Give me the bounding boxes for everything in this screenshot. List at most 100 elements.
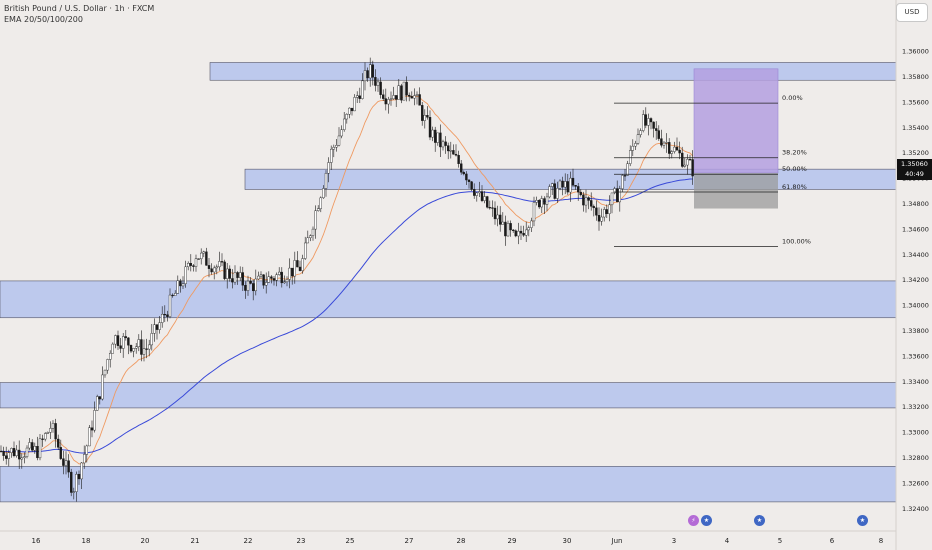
price-tick-label: 1.33200 <box>902 403 929 411</box>
time-axis[interactable]: 16 18 20 21 22 23 25 27 28 29 30 Jun 3 4 5 6 8 <box>32 537 884 545</box>
candle-body <box>688 159 692 161</box>
candle-body <box>569 177 572 193</box>
candle-body <box>387 99 390 105</box>
candle-body <box>285 279 289 283</box>
candle-body <box>366 70 369 79</box>
fib-level-label: 61.80% <box>782 183 807 191</box>
candle-body <box>124 336 128 339</box>
candle-body <box>184 266 187 284</box>
candle-body <box>428 117 432 138</box>
candle-body <box>613 188 616 194</box>
candle-body <box>566 181 569 193</box>
candle-body <box>616 188 619 203</box>
candle-body <box>72 491 76 493</box>
candle-body <box>257 275 260 280</box>
candle-body <box>517 230 520 237</box>
candle-body <box>402 81 406 101</box>
candle-body <box>262 274 265 286</box>
candle-body <box>228 268 232 279</box>
time-tick-label: 20 <box>141 537 150 545</box>
candle-body <box>556 188 559 199</box>
candle-body <box>236 272 239 278</box>
last-price-tag: 1.35060 40:49 <box>897 159 932 180</box>
candle-body <box>361 80 364 99</box>
candle-body <box>356 95 359 98</box>
candle-body <box>106 359 109 371</box>
candle-body <box>194 258 198 267</box>
candle-body <box>408 94 411 97</box>
candle-body <box>179 280 182 287</box>
candle-body <box>475 192 478 196</box>
candle-body <box>330 148 333 163</box>
candle-body <box>20 457 23 460</box>
candle-body <box>470 181 473 190</box>
candle-body <box>579 191 582 196</box>
candle-body <box>278 271 281 275</box>
currency-button[interactable]: USD <box>896 3 928 22</box>
candle-body <box>291 267 294 277</box>
flash-event-icon[interactable]: ⚡ <box>688 515 699 526</box>
candle-body <box>384 98 387 105</box>
zone-low-1 <box>0 280 897 319</box>
candle-body <box>114 335 117 345</box>
candle-body <box>332 146 335 150</box>
candle-body <box>25 447 29 457</box>
price-tick-label: 1.35400 <box>902 124 929 132</box>
candle-body <box>254 278 258 292</box>
candle-body <box>553 183 556 199</box>
candle-body <box>153 324 156 334</box>
candle-body <box>335 145 338 148</box>
price-tick-label: 1.34000 <box>902 302 929 310</box>
candle-body <box>192 265 195 267</box>
candle-body <box>358 95 361 99</box>
candle-body <box>626 163 629 176</box>
candle-body <box>439 132 442 148</box>
candle-body <box>584 197 588 206</box>
candle-body <box>189 263 193 266</box>
indicator-label[interactable]: EMA 20/50/100/200 <box>4 15 83 24</box>
candle-body <box>642 114 645 131</box>
price-axis[interactable]: 1.36000 1.35800 1.35600 1.35400 1.35200 1.350… <box>902 48 929 513</box>
candle-body <box>691 159 694 177</box>
us-flag-icon[interactable]: ★ <box>701 515 712 526</box>
candle-body <box>67 460 70 473</box>
candle-body <box>317 208 320 211</box>
candle-body <box>18 449 21 460</box>
candle-body <box>215 266 219 269</box>
candle-body <box>350 107 354 112</box>
candle-body <box>137 339 141 348</box>
candle-body <box>57 438 60 448</box>
time-tick-label: 29 <box>508 537 517 545</box>
candle-body <box>592 206 595 209</box>
candle-body <box>41 438 44 440</box>
candle-body <box>304 242 307 259</box>
candle-body <box>59 447 62 459</box>
candle-body <box>652 121 655 129</box>
fib-level-label: 100.00% <box>782 238 811 246</box>
candle-body <box>465 173 468 181</box>
candle-body <box>28 442 31 449</box>
candle-body <box>473 189 476 196</box>
candle-body <box>225 268 229 279</box>
candle-body <box>64 460 68 466</box>
candle-body <box>311 228 315 236</box>
time-tick-label: 6 <box>830 537 835 545</box>
time-tick-label: 25 <box>346 537 355 545</box>
candle-body <box>600 216 603 222</box>
candle-body <box>90 427 94 431</box>
candle-body <box>348 107 351 115</box>
candle-body <box>649 118 653 123</box>
candle-body <box>280 271 283 284</box>
candle-body <box>337 135 341 146</box>
candle-body <box>686 159 689 166</box>
candle-body <box>0 450 3 453</box>
candle-body <box>683 164 686 167</box>
price-tick-label: 1.33400 <box>902 378 929 386</box>
symbol-title[interactable]: British Pound / U.S. Dollar · 1h · FXCM <box>4 4 155 13</box>
candle-body <box>181 283 185 287</box>
us-flag-icon[interactable]: ★ <box>754 515 765 526</box>
us-flag-icon[interactable]: ★ <box>857 515 868 526</box>
candle-body <box>382 94 385 99</box>
price-tick-label: 1.32600 <box>902 479 929 487</box>
